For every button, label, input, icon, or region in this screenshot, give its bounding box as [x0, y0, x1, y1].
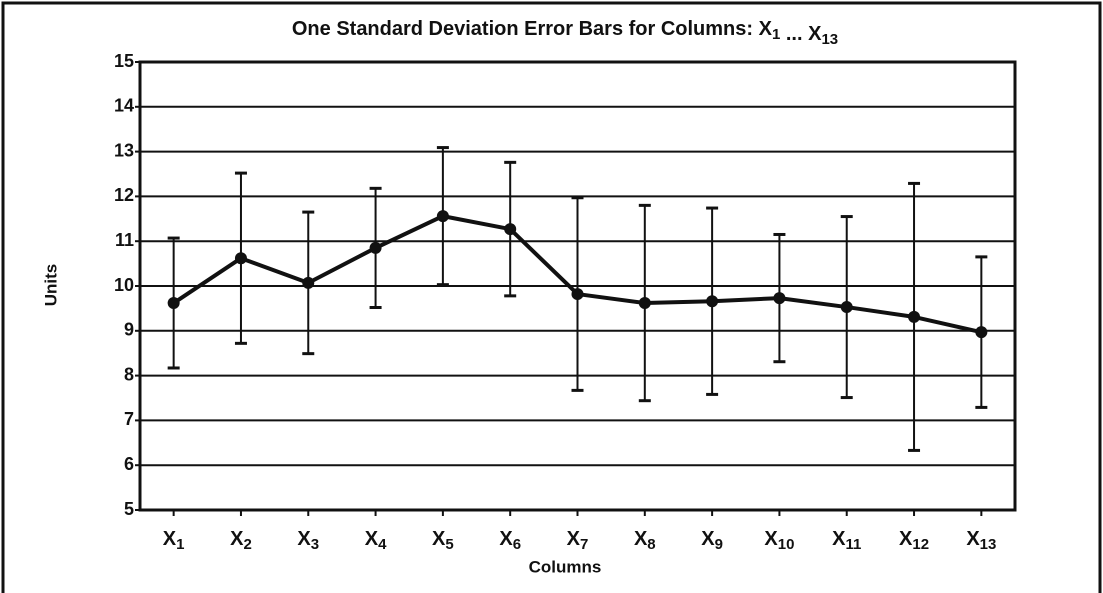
data-point — [840, 301, 853, 314]
y-tick-label: 9 — [124, 320, 134, 340]
data-point — [167, 297, 180, 310]
data-point — [773, 292, 786, 305]
data-point — [436, 210, 449, 223]
data-point — [908, 310, 921, 323]
y-tick-label: 15 — [114, 51, 134, 71]
y-tick-label: 8 — [124, 364, 134, 384]
y-tick-label: 13 — [114, 140, 134, 160]
data-point — [975, 326, 988, 339]
x-tick-label: X7 — [567, 528, 589, 553]
y-axis-label: Units — [41, 264, 60, 307]
x-axis-label: Columns — [529, 557, 602, 576]
y-tick-label: 12 — [114, 185, 134, 205]
x-tick-label: X4 — [365, 528, 387, 553]
data-point — [638, 297, 651, 310]
y-tick-label: 10 — [114, 275, 134, 295]
data-point — [302, 276, 315, 289]
data-point — [504, 223, 517, 236]
x-tick-label: X6 — [499, 528, 521, 553]
chart-title: One Standard Deviation Error Bars for Co… — [292, 18, 838, 48]
x-tick-label: X5 — [432, 528, 454, 553]
x-tick-label: X9 — [701, 528, 723, 553]
y-tick-label: 7 — [124, 409, 134, 429]
data-point — [369, 241, 382, 254]
x-tick-label: X12 — [899, 528, 929, 553]
x-tick-label: X10 — [764, 528, 794, 553]
x-tick-label: X2 — [230, 528, 252, 553]
x-tick-label: X1 — [163, 528, 185, 553]
y-tick-label: 5 — [124, 499, 134, 519]
x-tick-label: X13 — [966, 528, 996, 553]
data-point — [234, 252, 247, 265]
x-tick-label: X11 — [832, 528, 861, 553]
y-tick-label: 14 — [114, 96, 134, 116]
y-tick-label: 6 — [124, 454, 134, 474]
x-tick-label: X8 — [634, 528, 656, 553]
y-tick-label: 11 — [115, 230, 134, 250]
x-tick-label: X3 — [297, 528, 319, 553]
data-point — [706, 295, 719, 308]
data-point — [571, 288, 584, 301]
